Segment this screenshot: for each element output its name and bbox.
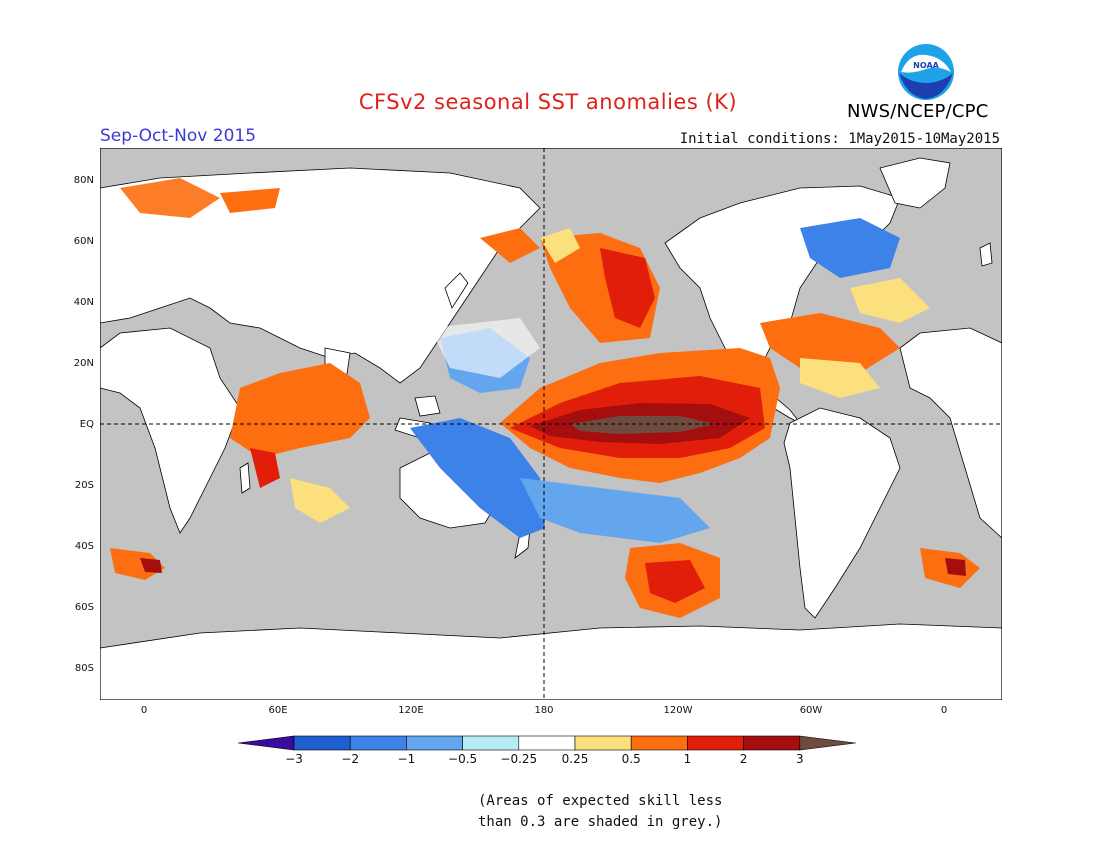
colorbar-tick-label: −3	[285, 752, 303, 766]
japan	[444, 272, 469, 309]
colorbar-tick-label: 0.25	[561, 752, 589, 766]
south-america	[783, 407, 901, 619]
agency-label: NWS/NCEP/CPC	[847, 101, 989, 122]
skill-note-line2: than 0.3 are shaded in grey.)	[478, 814, 723, 830]
skill-note-line1: (Areas of expected skill less	[478, 793, 723, 809]
africa-west	[100, 327, 241, 534]
lon-label: 180	[534, 705, 554, 716]
colorbar-cell	[518, 735, 576, 751]
map-title: CFSv2 seasonal SST anomalies (K)	[358, 90, 738, 114]
colorbar-cell	[630, 735, 688, 751]
lat-label: 60S	[74, 602, 94, 613]
borneo	[414, 395, 441, 417]
lon-label: 0	[940, 705, 948, 716]
eurasia	[100, 167, 541, 384]
colorbar-cell	[743, 735, 801, 751]
antarctica	[100, 623, 1002, 700]
noaa-logo-icon: NOAA	[898, 44, 954, 100]
colorbar-cell	[349, 735, 407, 751]
svg-text:NOAA: NOAA	[913, 61, 939, 70]
colorbar	[238, 735, 856, 751]
colorbar-tick-label: 0.5	[621, 752, 641, 766]
sst-anomaly-shading	[110, 178, 980, 618]
season-label: Sep-Oct-Nov 2015	[100, 126, 257, 146]
madagascar	[239, 462, 251, 494]
lat-label: 40N	[73, 297, 94, 308]
colorbar-tick-label: −1	[397, 752, 416, 766]
sst-anomaly-map	[100, 148, 1002, 700]
lat-label: 40S	[74, 541, 94, 552]
uk	[979, 242, 993, 267]
lon-label: 60W	[799, 705, 823, 716]
lon-label: 60E	[268, 705, 288, 716]
lon-label: 120W	[663, 705, 693, 716]
lon-label: 0	[140, 705, 148, 716]
lat-label: 20S	[74, 480, 94, 491]
skill-note: (Areas of expected skill less than 0.3 a…	[478, 791, 722, 833]
colorbar-tick-label: −0.25	[500, 752, 538, 766]
colorbar-cell	[687, 735, 744, 751]
colorbar-cell	[799, 735, 856, 751]
greenland	[879, 157, 951, 209]
colorbar-cell	[293, 735, 351, 751]
lat-label: EQ	[79, 419, 94, 430]
colorbar-tick-label: 1	[683, 752, 692, 766]
africa-east	[899, 327, 1002, 539]
colorbar-cell	[462, 735, 520, 751]
colorbar-cell	[574, 735, 632, 751]
lat-label: 60N	[73, 236, 94, 247]
lat-label: 20N	[73, 358, 94, 369]
colorbar-tick-label: 2	[739, 752, 748, 766]
colorbar-cell	[238, 735, 295, 751]
lat-label: 80N	[73, 175, 94, 186]
colorbar-cell	[406, 735, 463, 751]
colorbar-tick-label: −0.5	[448, 752, 478, 766]
colorbar-tick-label: 3	[795, 752, 804, 766]
lat-label: 80S	[74, 663, 94, 674]
colorbar-tick-label: −2	[341, 752, 360, 766]
initial-conditions: Initial conditions: 1May2015-10May2015	[679, 131, 1000, 147]
lon-label: 120E	[398, 705, 424, 716]
land-masses	[100, 157, 1002, 700]
